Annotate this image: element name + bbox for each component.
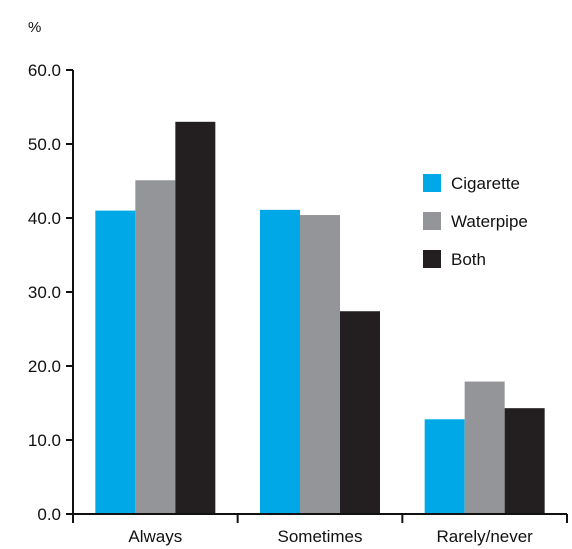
bars-group xyxy=(95,121,545,515)
bar-waterpipe-always xyxy=(135,180,176,514)
bar-cigarette-sometimes xyxy=(260,209,300,515)
x-axis-ticks: Always Sometimes Rarely/never xyxy=(72,514,568,546)
y-tick-label: 20.0 xyxy=(28,357,61,376)
y-tick-label: 30.0 xyxy=(28,283,61,302)
y-tick-label: 50.0 xyxy=(28,135,61,154)
legend: Cigarette Waterpipe Both xyxy=(423,174,528,269)
legend-swatch-both xyxy=(423,250,441,268)
bar-both-rarely-never xyxy=(504,408,545,514)
bar-waterpipe-sometimes xyxy=(300,215,340,515)
y-axis-unit-label: % xyxy=(28,19,41,36)
legend-label-cigarette: Cigarette xyxy=(451,174,520,193)
legend-swatch-cigarette xyxy=(423,174,441,192)
y-tick-label: 40.0 xyxy=(28,209,61,228)
y-tick-label: 10.0 xyxy=(28,431,61,450)
bar-cigarette-always xyxy=(95,210,136,514)
bar-waterpipe-rarely-never xyxy=(464,381,505,514)
y-tick-label: 60.0 xyxy=(28,61,61,80)
bar-both-always xyxy=(175,121,216,515)
bar-both-sometimes xyxy=(340,311,380,514)
legend-swatch-waterpipe xyxy=(423,212,441,230)
legend-label-waterpipe: Waterpipe xyxy=(451,212,528,231)
legend-label-both: Both xyxy=(451,250,486,269)
y-axis-ticks: 0.0 10.0 20.0 30.0 40.0 50.0 60.0 xyxy=(28,61,73,524)
x-category-label: Rarely/never xyxy=(436,527,533,546)
y-tick-label: 0.0 xyxy=(37,505,61,524)
bar-cigarette-rarely-never xyxy=(424,419,465,514)
x-category-label: Sometimes xyxy=(277,527,362,546)
x-category-label: Always xyxy=(128,527,182,546)
